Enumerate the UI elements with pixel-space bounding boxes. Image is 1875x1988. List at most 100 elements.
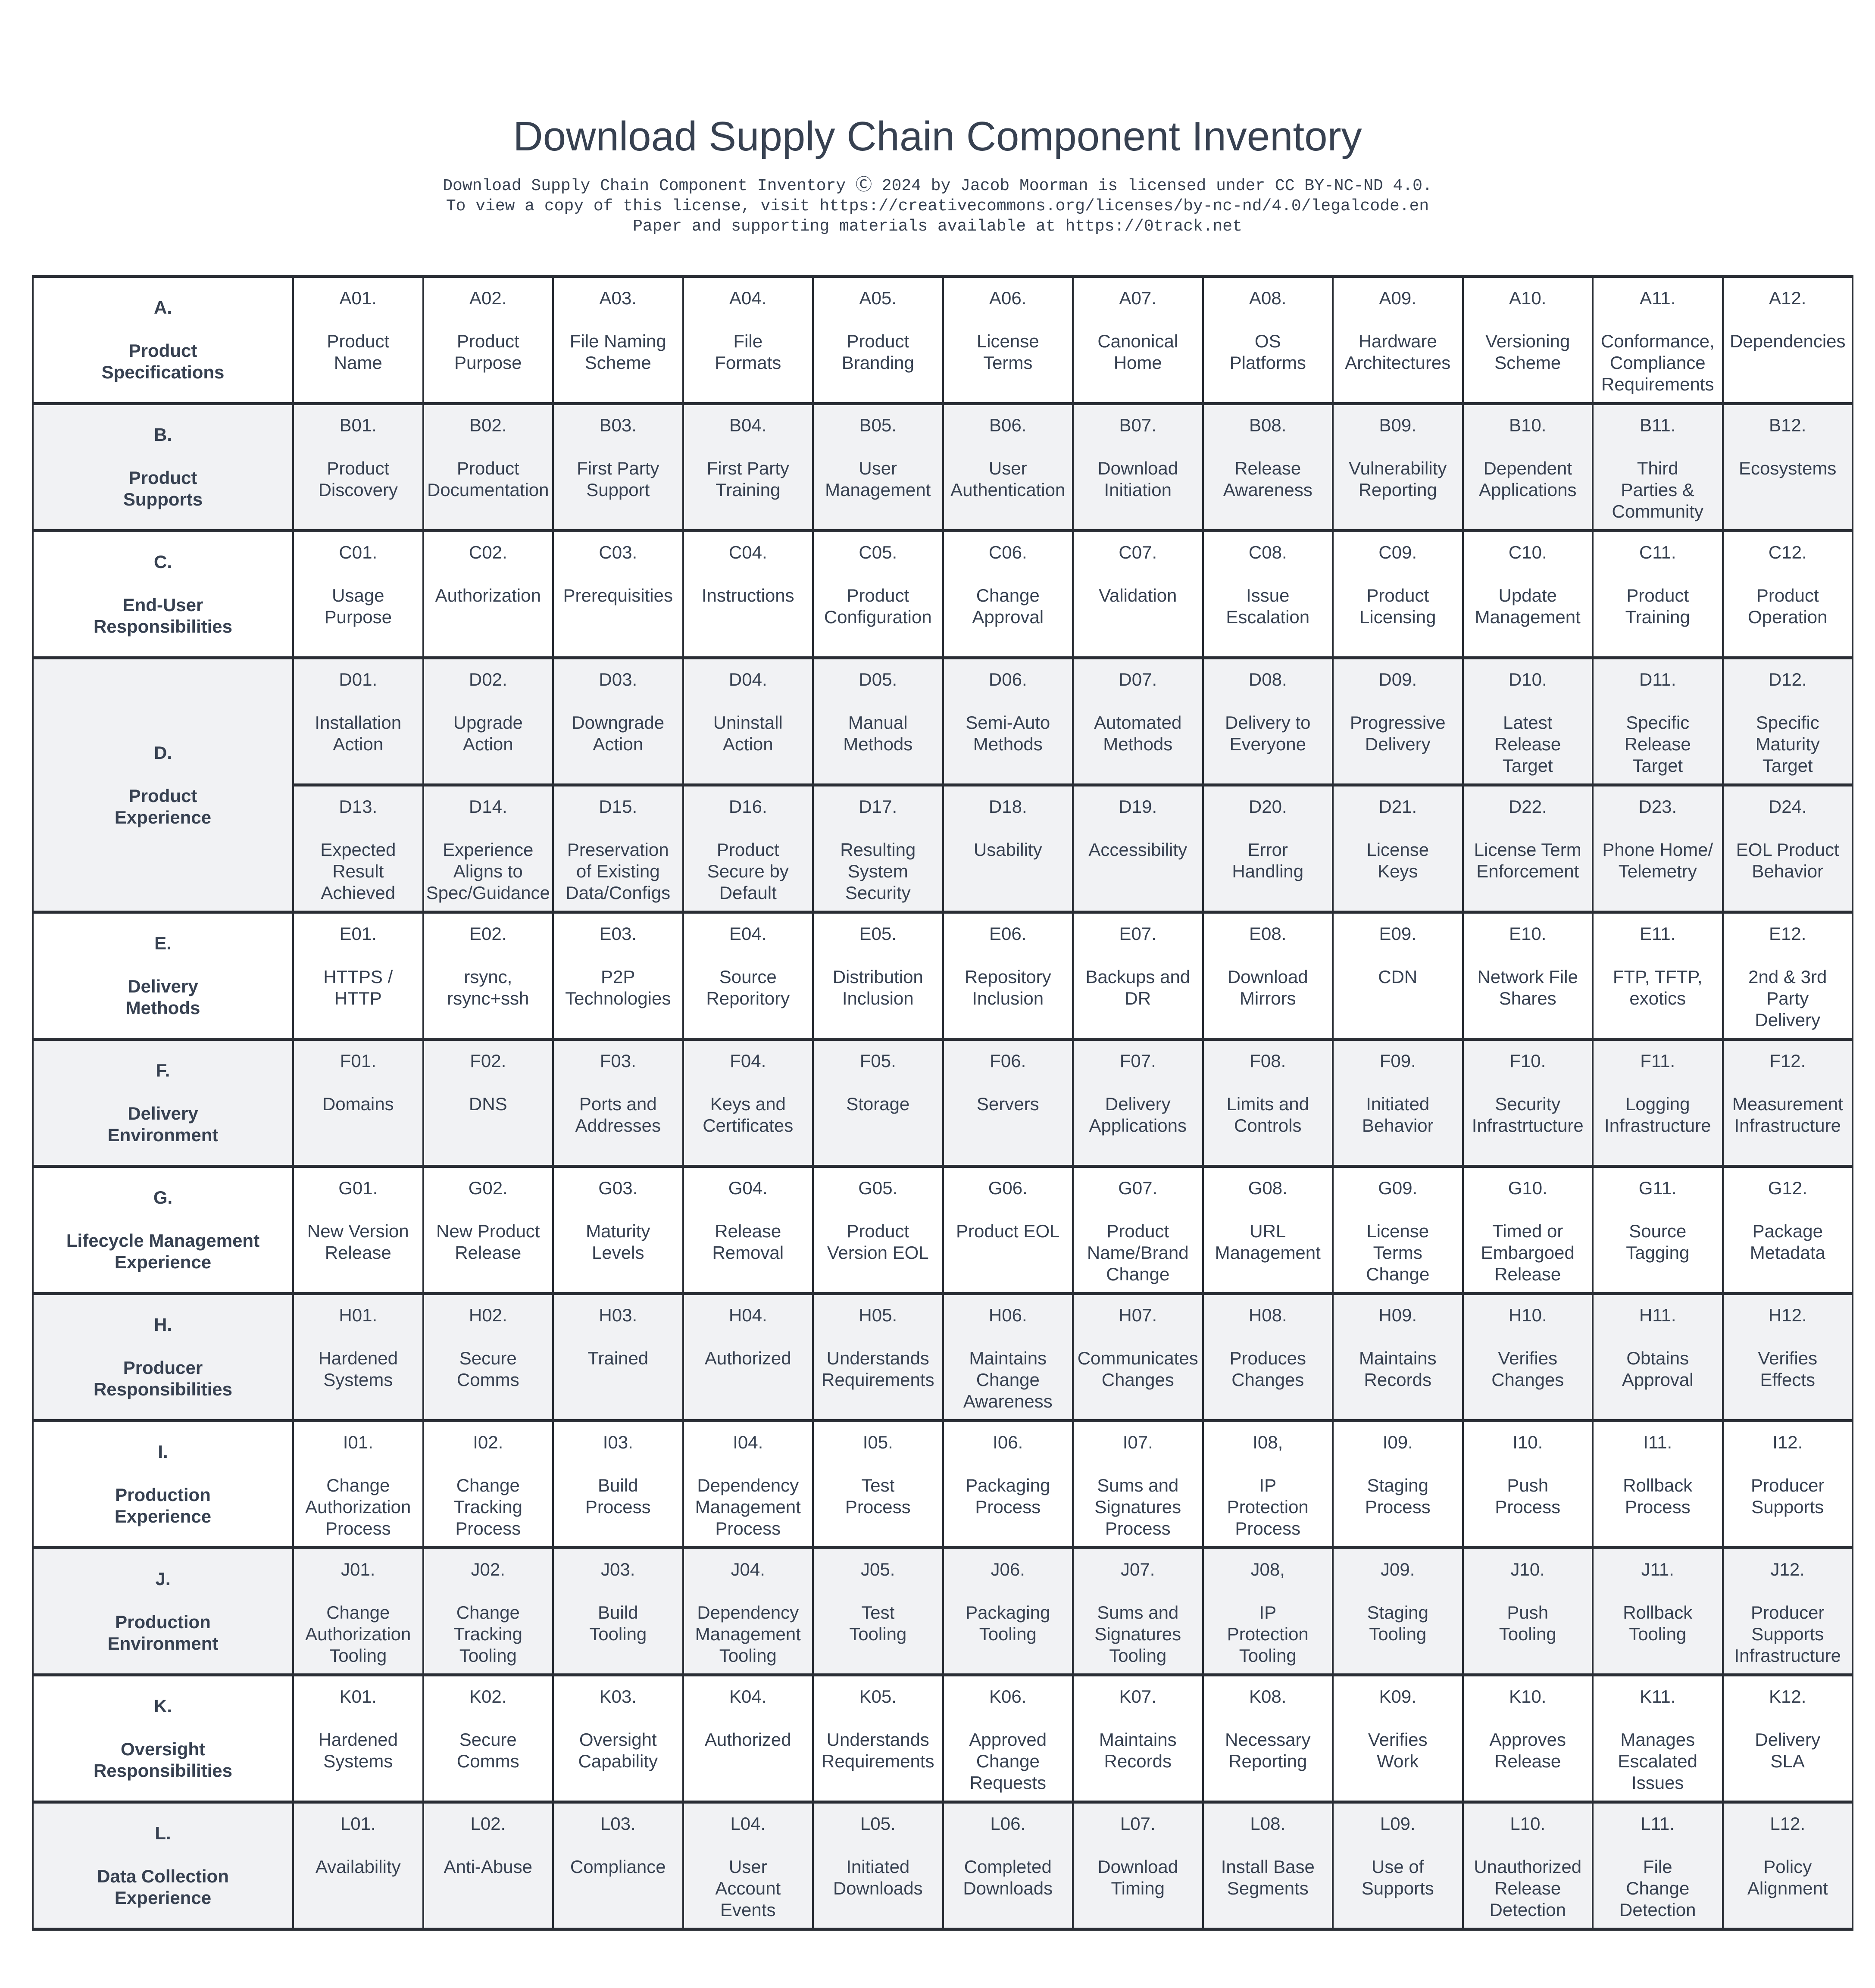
- component-cell: E04. Source Reporitory: [682, 911, 814, 1041]
- category-row: C. End-User Responsibilities C01. Usage Pur…: [32, 529, 1853, 659]
- component-code: C12.: [1768, 542, 1807, 562]
- component-code: H04.: [728, 1305, 767, 1325]
- spacer: [1334, 1707, 1462, 1729]
- component-name: Necessary Reporting: [1225, 1729, 1311, 1771]
- component-code: G05.: [858, 1178, 898, 1198]
- component-code: A04.: [729, 288, 767, 308]
- component-cell: D05. Manual Methods: [812, 656, 944, 786]
- spacer: [1204, 1326, 1332, 1348]
- component-cell: B02. Product Documentation: [422, 402, 554, 532]
- spacer: [1724, 309, 1852, 331]
- component-name: Validation: [1099, 585, 1177, 605]
- component-code: L06.: [990, 1813, 1026, 1834]
- component-name: Product Name/Brand Change: [1087, 1221, 1189, 1284]
- component-code: D01.: [339, 669, 378, 690]
- component-cell: F08. Limits and Controls: [1202, 1038, 1334, 1168]
- component-cell: B01. Product Discovery: [292, 402, 424, 532]
- category-row: J. Production Environment J01. Change Autho…: [32, 1546, 1853, 1676]
- category-header: E. Delivery Methods: [32, 911, 294, 1041]
- spacer: [944, 690, 1072, 712]
- component-code: G10.: [1508, 1178, 1547, 1198]
- component-name: Authorized: [704, 1348, 791, 1368]
- category-row: K. Oversight Responsibilities K01. Hardened…: [32, 1673, 1853, 1804]
- component-cell: A01. Product Name: [292, 275, 424, 405]
- spacer: [1724, 1580, 1852, 1602]
- component-name: Produces Changes: [1229, 1348, 1306, 1390]
- category-row: G. Lifecycle Management Experience G01. New…: [32, 1165, 1853, 1295]
- component-cell: J09. Staging Tooling: [1332, 1546, 1464, 1676]
- spacer: [1204, 1453, 1332, 1475]
- component-cell: E10. Network File Shares: [1462, 911, 1594, 1041]
- component-name: Network File Shares: [1477, 967, 1578, 1008]
- component-name: Delivery to Everyone: [1225, 712, 1311, 754]
- spacer: [1204, 818, 1332, 839]
- component-code: D11.: [1639, 669, 1676, 690]
- spacer: [1724, 1835, 1852, 1856]
- component-cell: B12. Ecosystems: [1722, 402, 1853, 532]
- category-row: A. Product Specifications A01. Product Name…: [32, 275, 1853, 405]
- category-label: Production Experience: [114, 1485, 212, 1526]
- component-code: E02.: [469, 924, 507, 944]
- category-code: E.: [154, 933, 172, 953]
- component-cell: D15. Preservation of Existing Data/Config…: [552, 783, 684, 914]
- component-name: Secure Comms: [456, 1348, 519, 1390]
- category-label: Oversight Responsibilities: [93, 1739, 233, 1781]
- component-name: Product Discovery: [318, 458, 398, 500]
- component-code: B07.: [1119, 415, 1156, 435]
- spacer: [1464, 818, 1592, 839]
- spacer: [554, 1835, 682, 1856]
- component-name: Maintains Records: [1359, 1348, 1437, 1390]
- category-code: K.: [154, 1696, 172, 1716]
- component-cell: D06. Semi-Auto Methods: [942, 656, 1074, 786]
- spacer: [294, 563, 422, 585]
- spacer: [424, 1326, 553, 1348]
- component-cell: L03. Compliance: [552, 1801, 684, 1931]
- component-cell: G12. Package Metadata: [1722, 1165, 1853, 1295]
- spacer: [1074, 1453, 1202, 1475]
- spacer: [294, 1072, 422, 1093]
- component-name: Initiated Downloads: [833, 1857, 923, 1898]
- component-code: B05.: [859, 415, 897, 435]
- spacer: [1594, 563, 1722, 585]
- component-name: Rollback Process: [1623, 1475, 1693, 1517]
- component-cell: E03. P2P Technologies: [552, 911, 684, 1041]
- component-cell: L12. Policy Alignment: [1722, 1801, 1853, 1931]
- component-name: Approves Release: [1489, 1729, 1566, 1771]
- spacer: [944, 818, 1072, 839]
- component-name: License Terms Change: [1366, 1221, 1430, 1284]
- component-name: Product Training: [1625, 585, 1690, 627]
- spacer: [1594, 436, 1722, 458]
- component-cell: K03. Oversight Capability: [552, 1673, 684, 1804]
- component-code: F10.: [1509, 1051, 1546, 1071]
- component-code: A05.: [859, 288, 897, 308]
- spacer: [1594, 945, 1722, 966]
- component-name: Staging Process: [1365, 1475, 1431, 1517]
- component-code: G06.: [988, 1178, 1028, 1198]
- component-cell: E07. Backups and DR: [1072, 911, 1204, 1041]
- component-name: Authorization: [435, 585, 541, 605]
- component-name: Understands Requirements: [822, 1348, 934, 1390]
- component-cell: L08. Install Base Segments: [1202, 1801, 1334, 1931]
- component-cell: L05. Initiated Downloads: [812, 1801, 944, 1931]
- category-code: F.: [156, 1060, 170, 1080]
- spacer: [684, 1835, 812, 1856]
- component-name: Use of Supports: [1361, 1857, 1434, 1898]
- component-cell: I05. Test Process: [812, 1419, 944, 1549]
- component-code: I07.: [1122, 1432, 1153, 1452]
- component-cell: A12. Dependencies: [1722, 275, 1853, 405]
- component-name: OS Platforms: [1229, 331, 1306, 373]
- component-cell: K05. Understands Requirements: [812, 1673, 944, 1804]
- component-name: URL Management: [1215, 1221, 1321, 1263]
- component-cell: B09. Vulnerability Reporting: [1332, 402, 1464, 532]
- spacer: [1204, 1199, 1332, 1220]
- spacer: [1464, 1707, 1592, 1729]
- component-name: Preservation of Existing Data/Configs: [566, 840, 671, 903]
- component-cell: I02. Change Tracking Process: [422, 1419, 554, 1549]
- component-cell: F02. DNS: [422, 1038, 554, 1168]
- component-name: Release Awareness: [1223, 458, 1312, 500]
- component-cell: E08. Download Mirrors: [1202, 911, 1334, 1041]
- component-cell: A11. Conformance, Compliance Requirements: [1592, 275, 1724, 405]
- component-name: Verifies Work: [1368, 1729, 1428, 1771]
- component-cell: I04. Dependency Management Process: [682, 1419, 814, 1549]
- category-label: End-User Responsibilities: [93, 595, 233, 637]
